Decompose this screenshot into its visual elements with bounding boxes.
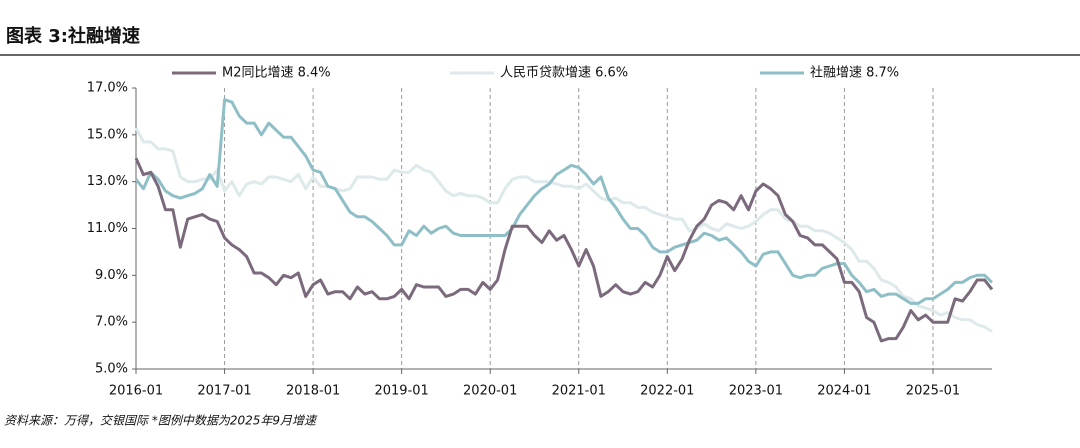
x-tick-label: 2023-01 xyxy=(729,384,783,399)
y-tick-label: 13.0% xyxy=(87,174,128,189)
x-tick-label: 2021-01 xyxy=(552,384,606,399)
y-tick-label: 17.0% xyxy=(87,81,128,96)
y-tick-label: 7.0% xyxy=(95,315,128,330)
series-line xyxy=(134,127,993,333)
y-tick-label: 9.0% xyxy=(95,268,128,283)
source-note: 资料来源：万得，交银国际 *图例中数据为2025年9月增速 xyxy=(4,414,318,428)
x-tick-label: 2019-01 xyxy=(374,384,428,399)
x-tick-label: 2016-01 xyxy=(109,384,163,399)
y-tick-label: 15.0% xyxy=(87,127,128,142)
series-line xyxy=(134,157,994,343)
x-tick-label: 2022-01 xyxy=(640,384,694,399)
y-tick-label: 5.0% xyxy=(95,362,128,377)
legend-label: 人民币贷款增速 6.6% xyxy=(500,66,628,81)
chart-title: 图表 3:社融增速 xyxy=(6,25,140,47)
x-tick-label: 2024-01 xyxy=(817,384,871,399)
x-tick-label: 2018-01 xyxy=(286,384,340,399)
x-tick-label: 2020-01 xyxy=(463,384,517,399)
y-tick-label: 11.0% xyxy=(87,221,128,236)
legend-label: 社融增速 8.7% xyxy=(810,65,899,81)
series-line xyxy=(134,98,994,305)
x-tick-label: 2025-01 xyxy=(906,384,960,399)
legend-label: M2同比增速 8.4% xyxy=(222,66,331,81)
x-tick-label: 2017-01 xyxy=(197,384,251,399)
